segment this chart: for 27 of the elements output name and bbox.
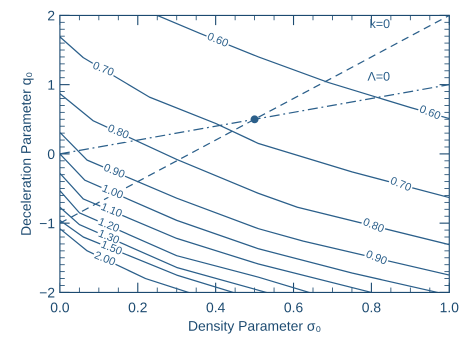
y-tick-label: −2 [40,288,54,298]
text: 1.30 [98,229,120,244]
series-label: Λ=0 [368,72,390,81]
y-tick-label: 1 [48,80,54,90]
text: 0.60 [206,32,230,48]
text: 0.70 [390,176,412,192]
x-axis-title: Density Parameter σ₀ [189,320,320,334]
y-axis-title: Deceleration Parameter q₀ [20,72,34,235]
x-tick-label: 0.0 [50,302,70,312]
text: 0.90 [103,163,126,178]
text: 1.00 [102,184,124,199]
y-tick-label: 0 [48,149,54,160]
x-tick-label: 1.0 [440,302,458,312]
text: 0.80 [362,218,385,233]
x-tick-label: 0.8 [362,302,380,312]
x-tick-label: 0.2 [128,302,147,312]
series-label: k=0 [370,18,390,28]
text: 0.70 [92,61,115,76]
text: 0.60 [419,104,442,120]
x-tick-label: 0.4 [206,302,225,312]
text: 1.20 [98,217,120,232]
x-tick-label: 0.6 [284,302,303,312]
text: 0.90 [366,250,388,265]
text: 1.10 [100,202,123,218]
y-tick-label: −1 [40,218,54,228]
text: 0.80 [107,124,130,139]
y-tick-label: 2 [48,10,54,20]
